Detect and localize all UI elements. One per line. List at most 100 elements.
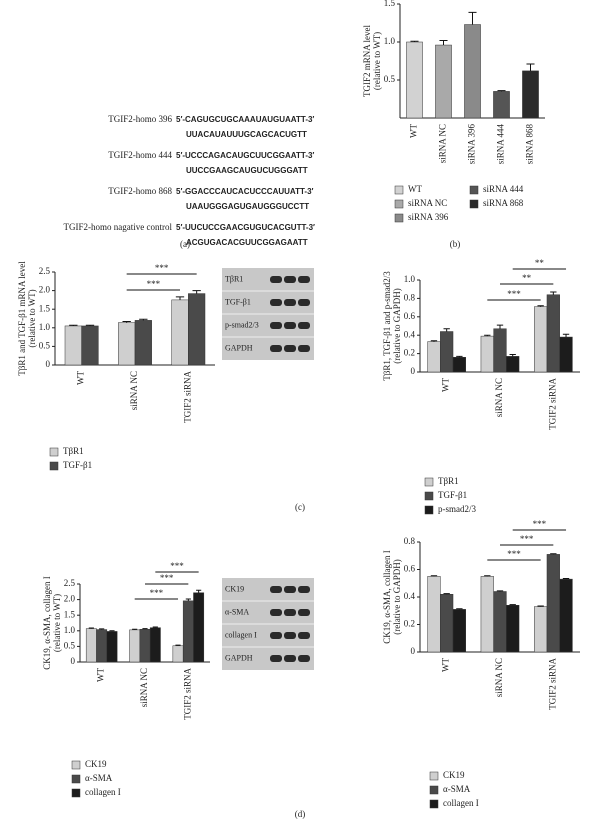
x-tick-label: siRNA 396 bbox=[467, 124, 477, 165]
y-tick-label: 0.6 bbox=[404, 311, 416, 321]
y-tick-label: 1.0 bbox=[384, 36, 396, 46]
error-bar bbox=[185, 598, 191, 601]
legend-label: TGF-β1 bbox=[438, 490, 467, 500]
legend-label: collagen I bbox=[85, 787, 121, 797]
legend-label: α-SMA bbox=[443, 784, 471, 794]
bar bbox=[546, 554, 560, 653]
x-tick-label: TGIF2 siRNA bbox=[182, 371, 192, 423]
blot-band bbox=[270, 345, 282, 352]
bar bbox=[506, 605, 520, 653]
significance-label: ** bbox=[535, 258, 545, 268]
blot-band bbox=[284, 655, 296, 662]
bar bbox=[440, 594, 454, 653]
x-tick-label: siRNA 444 bbox=[496, 124, 506, 165]
x-tick-label: siRNA 868 bbox=[525, 124, 535, 165]
y-axis-label: CK19, α-SMA, collagen I bbox=[382, 550, 392, 643]
bar bbox=[106, 631, 118, 663]
blot-band bbox=[270, 609, 282, 616]
legend-swatch bbox=[394, 213, 404, 223]
legend-swatch bbox=[424, 491, 434, 501]
y-axis-label: TβR1, TGF-β1 and p-smad2/3 bbox=[382, 271, 392, 381]
significance-label: *** bbox=[520, 534, 534, 544]
significance-label: *** bbox=[507, 549, 521, 559]
error-bar bbox=[550, 291, 557, 295]
error-bar bbox=[152, 626, 158, 628]
significance-label: *** bbox=[160, 573, 174, 583]
y-tick-label: 0.6 bbox=[404, 564, 416, 574]
y-tick-label: 0.2 bbox=[404, 348, 415, 358]
y-tick-label: 2.5 bbox=[64, 578, 76, 588]
bar bbox=[85, 628, 97, 663]
significance-label: *** bbox=[170, 561, 184, 571]
sequence: UAAUGGGAGUGAUGGGUCCTT bbox=[186, 202, 309, 211]
blot-label: TβR1 bbox=[225, 274, 243, 283]
x-tick-label: siRNA NC bbox=[438, 124, 448, 163]
error-bar bbox=[139, 318, 148, 321]
y-tick-label: 0.5 bbox=[64, 640, 76, 650]
blot-band bbox=[298, 632, 310, 639]
significance-label: ** bbox=[522, 273, 532, 283]
blot-band bbox=[270, 586, 282, 593]
blot-label: α-SMA bbox=[225, 607, 249, 616]
y-axis-label: CK19, α-SMA, collagen I bbox=[42, 576, 52, 669]
blot-label: TGF-β1 bbox=[225, 297, 251, 306]
y-tick-label: 0 bbox=[46, 359, 51, 369]
error-bar bbox=[509, 354, 516, 357]
bar bbox=[139, 628, 151, 663]
sequence-name: TGIF2-homo nagative control bbox=[64, 222, 173, 232]
y-tick-label: 1.5 bbox=[384, 0, 396, 8]
bar bbox=[452, 357, 466, 373]
bar bbox=[406, 41, 423, 119]
blot-band bbox=[284, 276, 296, 283]
legend-swatch bbox=[424, 505, 434, 515]
error-bar bbox=[537, 305, 544, 307]
error-bar bbox=[468, 11, 477, 25]
legend-label: TβR1 bbox=[438, 476, 459, 486]
bar bbox=[64, 325, 82, 366]
blot-band bbox=[298, 655, 310, 662]
legend-label: siRNA 444 bbox=[483, 184, 524, 194]
y-tick-label: 0 bbox=[71, 656, 76, 666]
y-tick-label: 0.4 bbox=[404, 329, 416, 339]
bar bbox=[546, 294, 560, 373]
legend-swatch bbox=[394, 199, 404, 209]
significance-label: *** bbox=[533, 519, 547, 529]
legend-label: collagen I bbox=[443, 798, 479, 808]
legend-swatch bbox=[469, 185, 479, 195]
sequence: ACGUGACACGUUCGGAGAATT bbox=[186, 238, 308, 247]
blot-label: GAPDH bbox=[225, 653, 253, 662]
blot-band bbox=[284, 586, 296, 593]
error-bar bbox=[69, 324, 78, 326]
blot-band bbox=[298, 345, 310, 352]
y-tick-label: 2.5 bbox=[39, 266, 51, 276]
error-bar bbox=[196, 589, 202, 593]
legend-swatch bbox=[49, 461, 59, 471]
x-tick-label: WT bbox=[409, 124, 419, 138]
sequence: UUCCGAAGCAUGUCUGGGATT bbox=[186, 166, 308, 175]
panel-label: (c) bbox=[295, 502, 305, 512]
blot-band bbox=[284, 299, 296, 306]
legend-swatch bbox=[49, 447, 59, 457]
bar bbox=[506, 356, 520, 373]
error-bar bbox=[497, 90, 506, 92]
blot-band bbox=[270, 299, 282, 306]
bar bbox=[480, 576, 494, 653]
bar bbox=[534, 306, 548, 373]
blot-band bbox=[270, 632, 282, 639]
blot-band bbox=[298, 276, 310, 283]
blot-band bbox=[270, 322, 282, 329]
error-bar bbox=[122, 320, 131, 323]
y-axis-label: (relative to WT) bbox=[27, 289, 37, 347]
y-tick-label: 0.2 bbox=[404, 619, 415, 629]
sequence-name: TGIF2-homo 868 bbox=[108, 186, 172, 196]
blot-band bbox=[284, 345, 296, 352]
x-tick-label: TGIF2 siRNA bbox=[182, 668, 192, 720]
bar bbox=[182, 600, 194, 663]
bar bbox=[193, 592, 205, 663]
legend-label: CK19 bbox=[85, 759, 107, 769]
error-bar bbox=[175, 644, 181, 646]
bar bbox=[440, 331, 454, 373]
significance-label: *** bbox=[147, 279, 161, 289]
y-tick-label: 1.0 bbox=[39, 322, 51, 332]
